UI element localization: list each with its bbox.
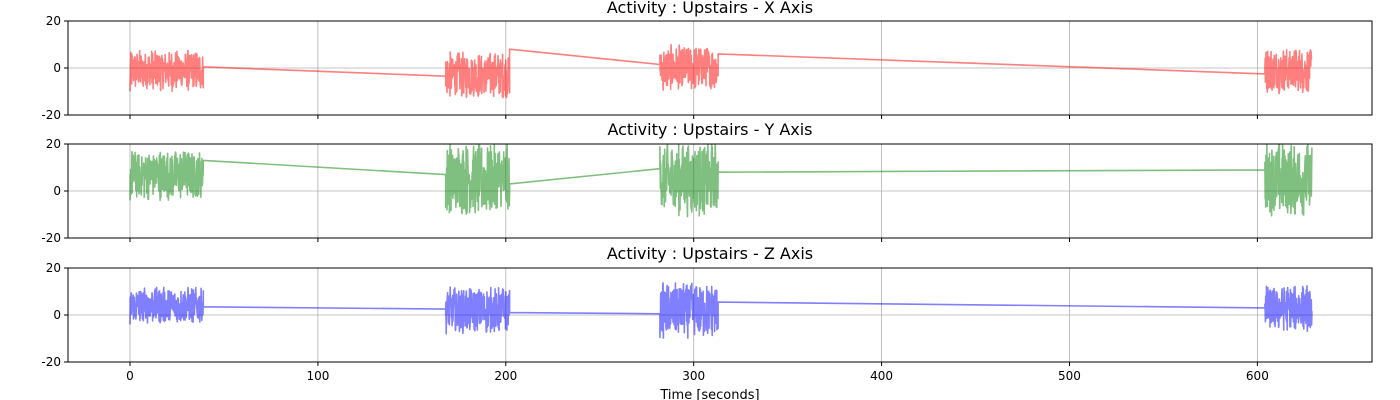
x-tick-label: 500	[1058, 369, 1081, 383]
y-tick-label: 20	[46, 137, 61, 151]
x-tick-label: 0	[126, 369, 134, 383]
y-tick-label: -20	[41, 108, 61, 122]
subplot-x-axis: Activity : Upstairs - X Axis -20 0 20	[41, 0, 1373, 122]
y-tick-label: -20	[41, 355, 61, 369]
chart-title: Activity : Upstairs - Z Axis	[607, 244, 813, 263]
x-tick-label: 200	[494, 369, 517, 383]
x-tick-label: 100	[306, 369, 329, 383]
chart-title: Activity : Upstairs - X Axis	[607, 0, 813, 17]
y-tick-label: 20	[46, 14, 61, 28]
x-tick-label: 600	[1246, 369, 1269, 383]
y-tick-label: -20	[41, 231, 61, 245]
y-tick-label: 20	[46, 261, 61, 275]
x-tick-label: 300	[682, 369, 705, 383]
x-axis-label: Time [seconds]	[659, 388, 759, 400]
y-tick-label: 0	[53, 308, 61, 322]
y-tick-label: 0	[53, 184, 61, 198]
y-tick-label: 0	[53, 61, 61, 75]
chart-title: Activity : Upstairs - Y Axis	[607, 120, 812, 139]
series-line	[129, 144, 1313, 218]
series-line	[129, 282, 1313, 339]
subplot-z-axis: Activity : Upstairs - Z Axis Time [secon…	[41, 244, 1373, 400]
x-tick-label: 400	[870, 369, 893, 383]
subplot-y-axis: Activity : Upstairs - Y Axis -20 0 20	[41, 120, 1373, 245]
series-line	[129, 43, 1313, 99]
